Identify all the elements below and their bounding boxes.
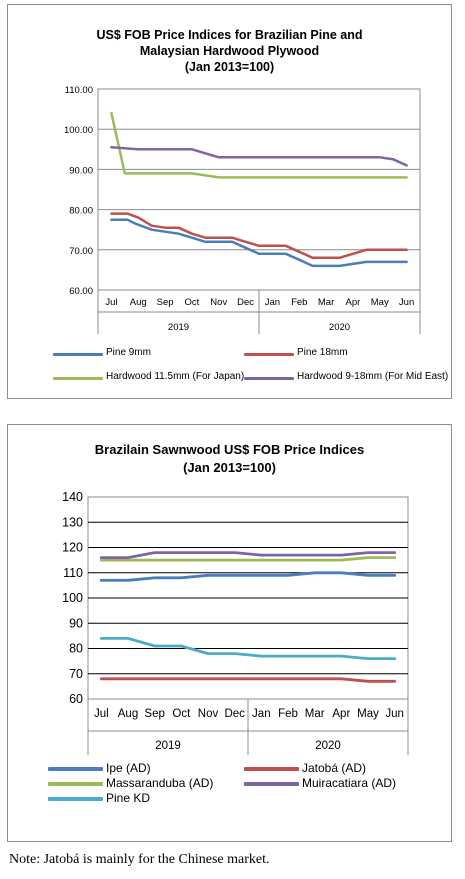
y-tick-label: 60 (69, 692, 83, 706)
x-tick-label: May (357, 708, 379, 720)
x-tick-label: Jul (94, 708, 109, 720)
y-tick-label: 110 (63, 566, 83, 580)
x-tick-label: Feb (278, 708, 298, 720)
y-tick-label: 60.00 (69, 286, 93, 297)
x-tick-label: Apr (346, 297, 361, 308)
legend-label: Pine KD (106, 791, 151, 805)
x-tick-label: Mar (305, 708, 325, 720)
chart-title-line: US$ FOB Price Indices for Brazilian Pine… (96, 28, 363, 42)
legend-swatch (244, 353, 294, 356)
y-tick-label: 100.00 (64, 125, 93, 136)
legend-swatch (48, 767, 103, 771)
legend-label: Hardwood 11.5mm (For Japan) (106, 371, 245, 382)
series-line-2 (110, 212, 408, 260)
legend: Pine 9mm Pine 18mm Hardwood 11.5mm (For Ja… (8, 5, 451, 398)
series-line-3 (99, 556, 397, 562)
legend-label: Massaranduba (AD) (106, 776, 214, 790)
chart-title-line: Malaysian Hardwood Plywood (139, 44, 320, 58)
x-tick-label: Oct (172, 708, 191, 720)
legend-label: Pine 9mm (106, 347, 152, 358)
series-line-3 (110, 111, 408, 179)
legend: Ipe (AD) Jatobá (AD) Massaranduba (AD) Muir… (8, 425, 451, 841)
series-line-1 (110, 218, 408, 268)
legend-swatch (53, 353, 103, 356)
x-tick-label: Aug (130, 297, 147, 308)
x-tick-label: Apr (332, 708, 350, 720)
x-tick-label: Dec (224, 708, 245, 720)
y-tick-label: 140 (62, 490, 83, 504)
y-tick-label: 70.00 (69, 246, 93, 257)
series-line-5 (99, 636, 397, 661)
legend-swatch (48, 782, 103, 786)
x-tick-label: Jun (399, 297, 414, 308)
chart-title-line: (Jan 2013=100) (184, 60, 275, 74)
y-tick-label: 130 (62, 515, 83, 529)
x-tick-label: Sep (144, 708, 164, 720)
x-tick-label: Nov (210, 297, 227, 308)
chart-title-line: Brazilain Sawnwood US$ FOB Price Indices (94, 442, 365, 457)
year-group-label: 2019 (168, 322, 189, 333)
legend-label: Ipe (AD) (106, 761, 151, 775)
legend-label: Jatobá (AD) (302, 761, 367, 775)
legend-label: Pine 18mm (297, 347, 348, 358)
plot-background (97, 88, 421, 291)
legend-swatch (244, 782, 299, 786)
plot-area: 60.00 70.00 80.00 90.00 100.00 110.00 Jul Aug Se… (64, 85, 421, 334)
x-tick-label: May (371, 297, 389, 308)
year-group-label: 2019 (155, 740, 181, 752)
y-tick-label: 90 (69, 616, 83, 630)
footnote: Note: Jatobá is mainly for the Chinese m… (9, 852, 270, 867)
legend-swatch (53, 377, 103, 380)
chart-title-line: (Jan 2013=100) (183, 460, 276, 475)
plot-area: 60 70 80 90 100 110 120 130 140 Jul Aug Sep Oct Nov De… (62, 490, 409, 755)
x-tick-label: Mar (318, 297, 334, 308)
legend-swatch (244, 377, 294, 380)
y-tick-label: 110.00 (65, 85, 93, 96)
y-tick-label: 100 (62, 591, 83, 605)
x-tick-label: Sep (157, 297, 174, 308)
series-line-1 (99, 571, 397, 582)
y-tick-label: 90.00 (69, 165, 93, 176)
chart-title: Brazilain Sawnwood US$ FOB Price Indices… (8, 441, 451, 477)
x-tick-label: Jun (385, 708, 404, 720)
legend-label: Muiracatiara (AD) (302, 776, 397, 790)
legend-swatch (244, 767, 299, 771)
y-tick-label: 80 (69, 642, 83, 656)
y-tick-label: 70 (69, 667, 83, 681)
x-tick-label: Dec (237, 297, 254, 308)
series-line-2 (99, 677, 397, 683)
plywood-price-chart: US$ FOB Price Indices for Brazilian Pine… (7, 4, 452, 399)
chart-title: US$ FOB Price Indices for Brazilian Pine… (8, 27, 451, 75)
x-tick-label: Feb (291, 297, 307, 308)
x-tick-label: Jan (252, 708, 271, 720)
x-tick-label: Jul (105, 297, 117, 308)
year-group-label: 2020 (315, 740, 341, 752)
y-tick-label: 80.00 (69, 206, 93, 217)
sawnwood-price-chart: Brazilain Sawnwood US$ FOB Price Indices… (7, 424, 452, 842)
series-line-4 (110, 146, 408, 167)
legend-label: Hardwood 9-18mm (For Mid East) (297, 371, 449, 382)
y-tick-label: 120 (62, 541, 83, 555)
x-tick-label: Aug (118, 708, 138, 720)
year-group-label: 2020 (329, 322, 350, 333)
series-line-4 (99, 551, 397, 560)
x-tick-label: Nov (198, 708, 219, 720)
x-tick-label: Oct (185, 297, 200, 308)
legend-swatch (48, 797, 103, 801)
x-tick-label: Jan (265, 297, 280, 308)
